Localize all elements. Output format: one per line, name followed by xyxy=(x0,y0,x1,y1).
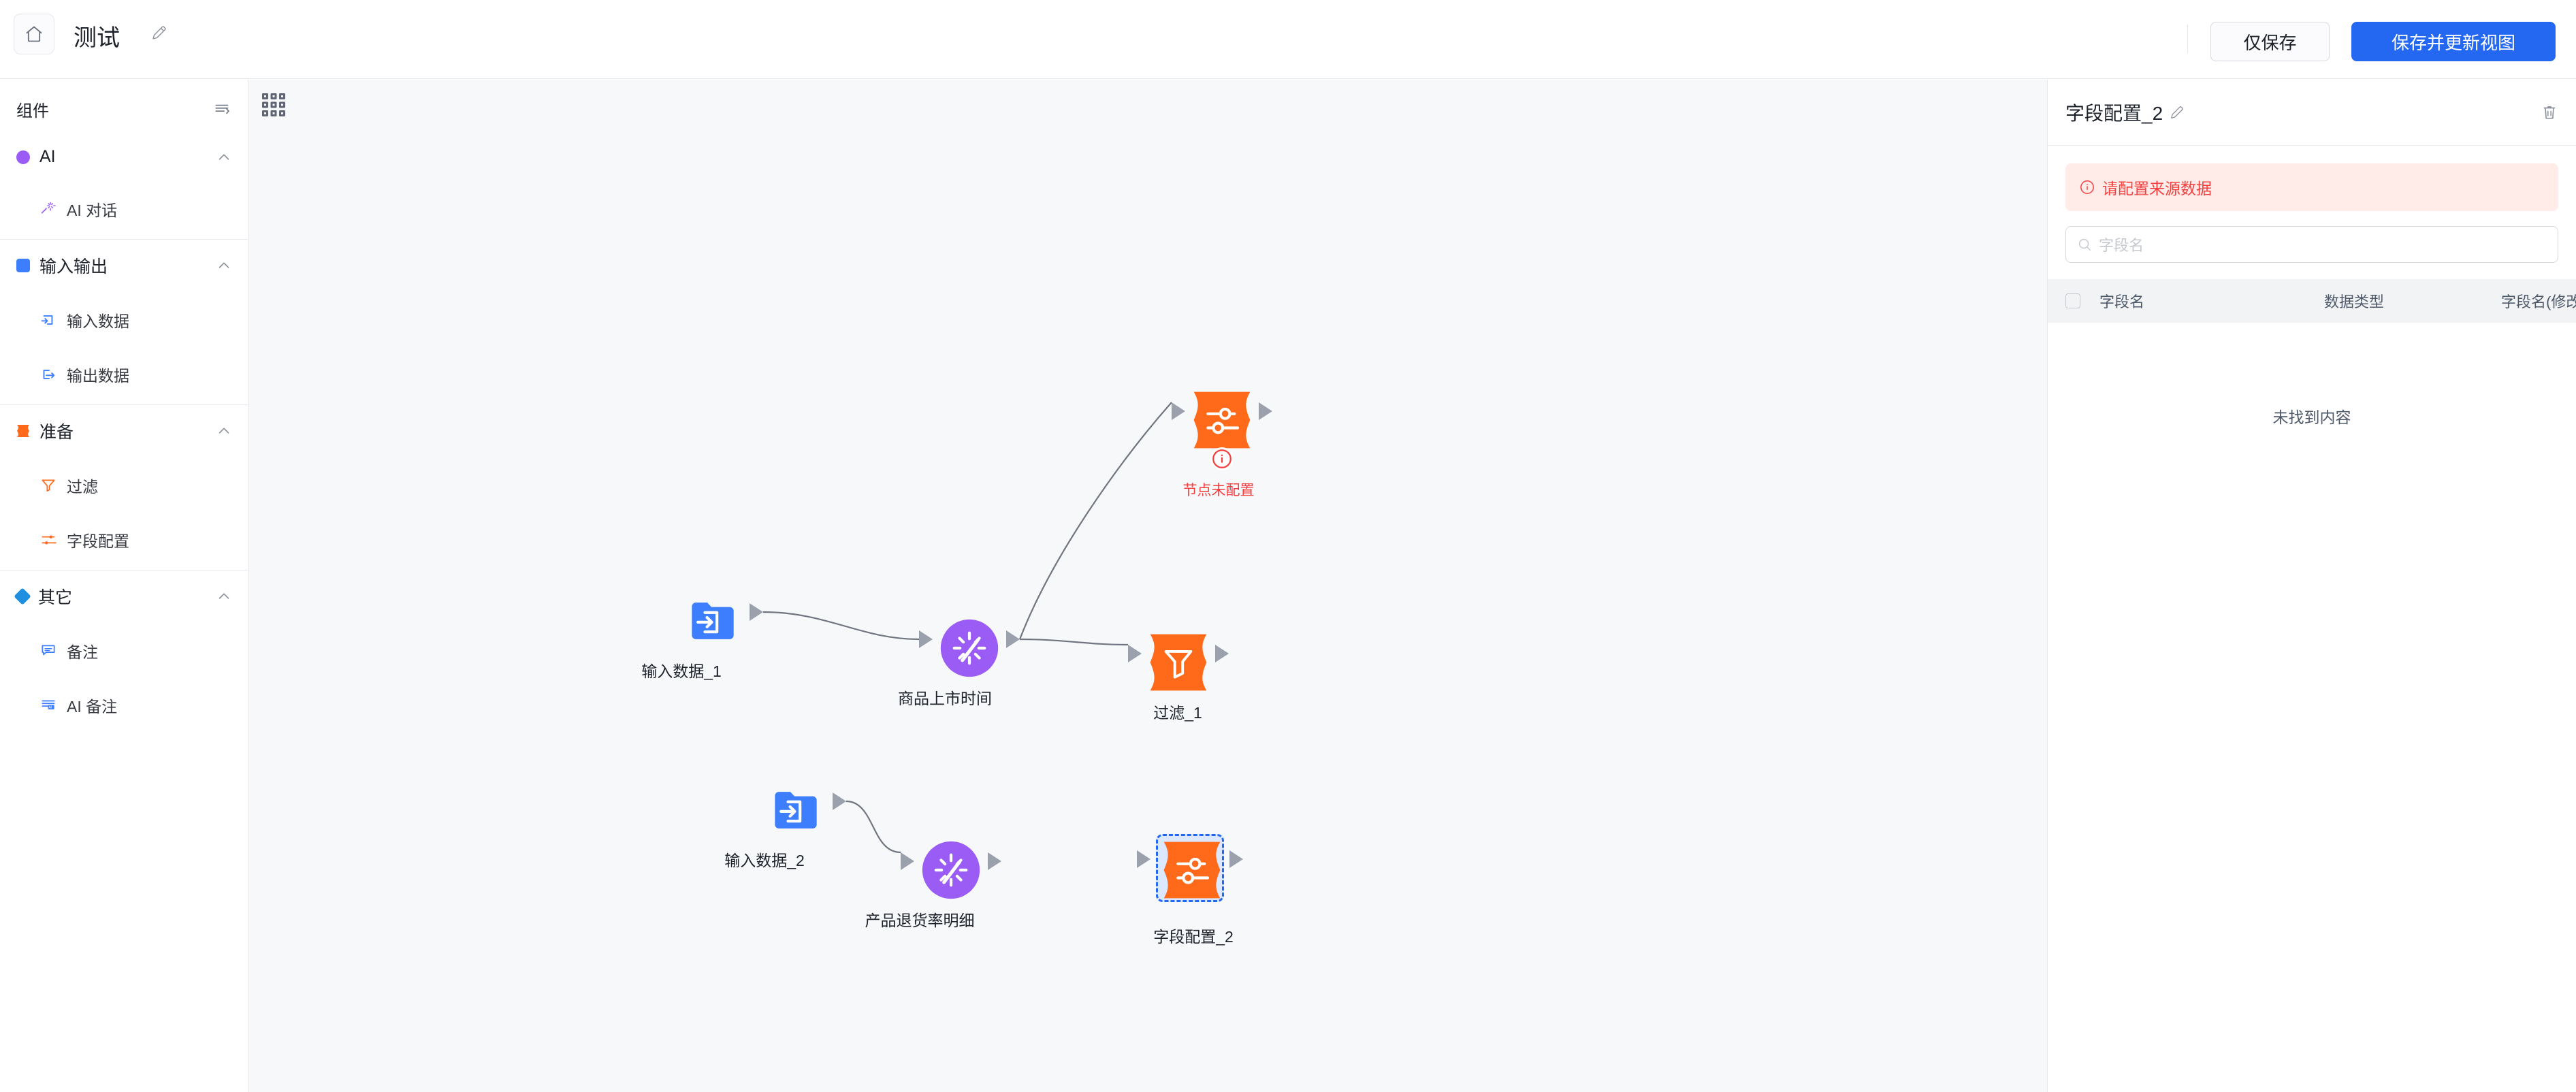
svg-text:AI: AI xyxy=(48,706,52,710)
